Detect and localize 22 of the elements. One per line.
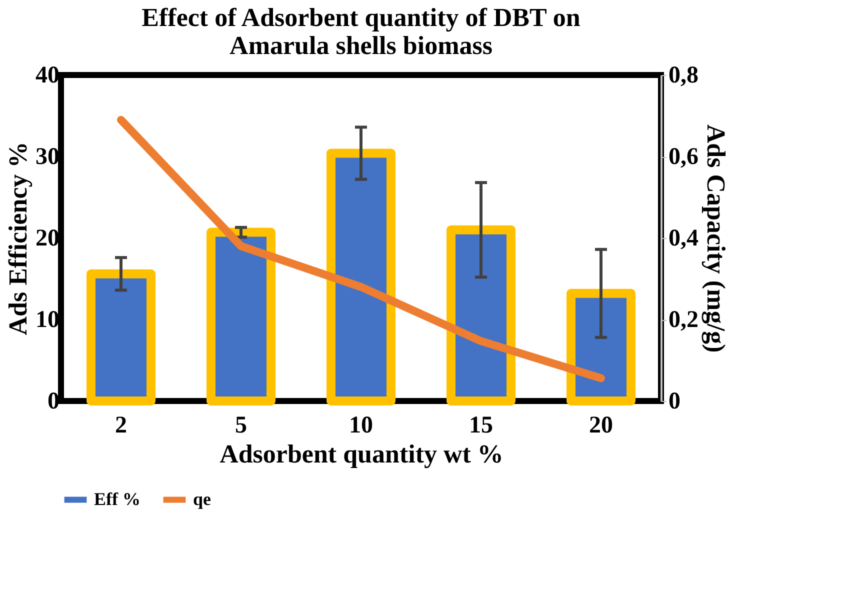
- y-tick-label: 40: [36, 62, 60, 88]
- y-tick-label: 20: [36, 226, 60, 252]
- text: Effect of Adsorbent quantity of DBT on: [142, 3, 580, 32]
- x-axis-title: Adsorbent quantity wt %: [220, 440, 504, 468]
- y2-tick-label: 0,6: [668, 144, 698, 170]
- legend-label: Eff %: [94, 488, 140, 509]
- y2-tick-label: 0,8: [668, 62, 698, 88]
- y-tick-label: 30: [36, 144, 60, 170]
- x-tick-label: 20: [589, 412, 613, 438]
- y-axis-title: Ads Efficiency %: [4, 142, 32, 336]
- y2-tick-label: 0,4: [668, 226, 698, 252]
- x-tick-label: 10: [349, 412, 373, 438]
- y-tick-label: 10: [36, 307, 60, 333]
- y-tick-label: 0: [48, 388, 60, 414]
- x-tick-label: 15: [469, 412, 493, 438]
- x-tick-label: 5: [235, 412, 247, 438]
- y2-axis-title: Ads Capacity (mg/g): [702, 124, 730, 353]
- y2-tick-label: 0: [668, 388, 680, 414]
- x-tick-label: 2: [115, 412, 127, 438]
- legend-label: qe: [193, 488, 212, 509]
- y2-tick-label: 0,2: [668, 307, 698, 333]
- text: Amarula shells biomass: [230, 31, 492, 60]
